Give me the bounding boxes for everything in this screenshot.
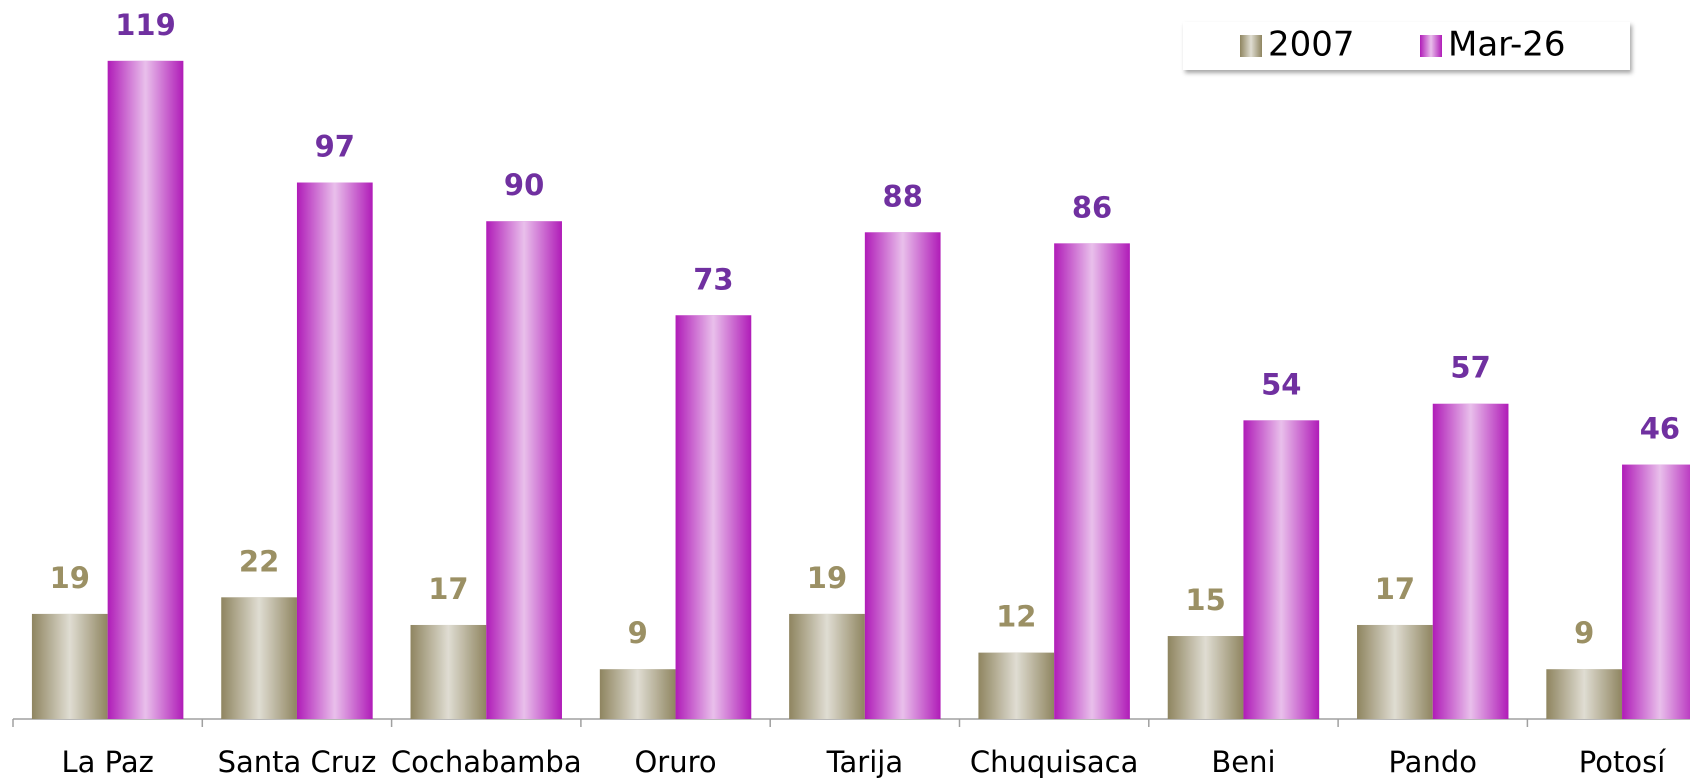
bar-shine	[486, 221, 562, 719]
bar-shine	[599, 669, 676, 719]
bar-shine	[1054, 243, 1130, 719]
x-tick-label: Chuquisaca	[970, 745, 1138, 779]
data-label: 12	[996, 600, 1036, 634]
data-label: 54	[1261, 367, 1301, 401]
bar-shine	[1622, 464, 1690, 719]
bar-shine	[296, 182, 373, 719]
data-label: 90	[504, 168, 544, 202]
data-label: 19	[807, 561, 847, 595]
bar-shine	[1243, 420, 1320, 719]
x-tick-label: Cochabamba	[391, 745, 582, 779]
legend-swatch-shine	[1240, 35, 1262, 57]
data-label: 73	[693, 262, 733, 296]
legend-swatch-shine	[1420, 35, 1442, 57]
data-label: 22	[239, 544, 279, 578]
data-label: 9	[628, 616, 648, 650]
x-tick-label: La Paz	[61, 745, 153, 779]
data-label: 97	[315, 130, 355, 164]
x-tick-label: Tarija	[826, 745, 904, 779]
data-label: 15	[1185, 583, 1225, 617]
bar-shine	[31, 613, 108, 719]
data-label: 57	[1450, 351, 1490, 385]
x-tick-label: Oruro	[634, 745, 716, 779]
x-tick-label: Beni	[1211, 745, 1275, 779]
data-label: 88	[883, 179, 923, 213]
data-label: 86	[1072, 190, 1112, 224]
bar-shine	[978, 652, 1055, 719]
bar-shine	[1167, 636, 1244, 719]
bar-shine	[1432, 403, 1509, 719]
legend-label: 2007	[1268, 25, 1355, 65]
bar-shine	[221, 597, 297, 719]
bar-shine	[1546, 669, 1623, 719]
data-label: 9	[1574, 616, 1594, 650]
bar-shine	[789, 613, 865, 719]
x-tick-label: Santa Cruz	[218, 745, 377, 779]
bar-shine	[107, 60, 184, 720]
bar-shine	[410, 624, 487, 719]
data-label: 46	[1640, 412, 1680, 446]
data-label: 17	[428, 572, 468, 606]
data-label: 119	[115, 8, 176, 42]
data-label: 19	[50, 561, 90, 595]
bar-shine	[864, 232, 941, 720]
x-tick-label: Pando	[1389, 745, 1478, 779]
bar-shine	[675, 315, 752, 719]
x-tick-label: Potosí	[1579, 745, 1666, 779]
bar-shine	[1357, 624, 1433, 719]
legend-label: Mar-26	[1448, 25, 1566, 65]
data-label: 17	[1375, 572, 1415, 606]
